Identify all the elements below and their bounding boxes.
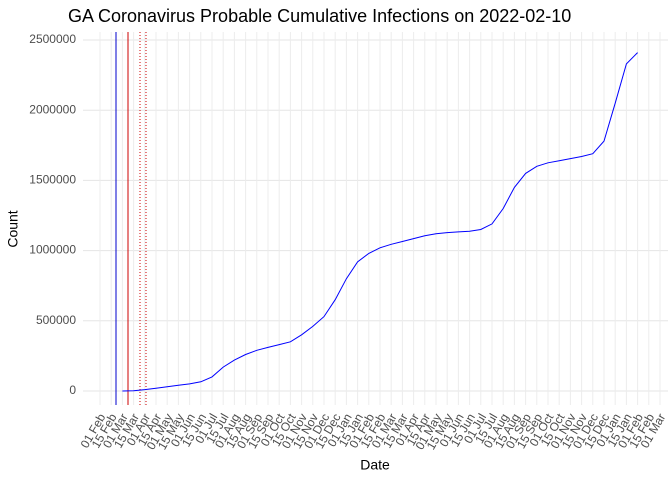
y-tick-label: 500000 xyxy=(36,313,76,327)
data-line xyxy=(122,52,638,392)
x-axis-title: Date xyxy=(360,457,390,473)
y-tick-label: 2000000 xyxy=(29,102,76,116)
y-tick-label: 0 xyxy=(69,383,76,397)
y-tick-label: 1000000 xyxy=(29,243,76,257)
chart-title: GA Coronavirus Probable Cumulative Infec… xyxy=(68,6,571,26)
grid xyxy=(83,32,668,405)
y-tick-label: 1500000 xyxy=(29,173,76,187)
y-tick-label: 2500000 xyxy=(29,32,76,46)
y-axis-title: Count xyxy=(5,210,21,247)
